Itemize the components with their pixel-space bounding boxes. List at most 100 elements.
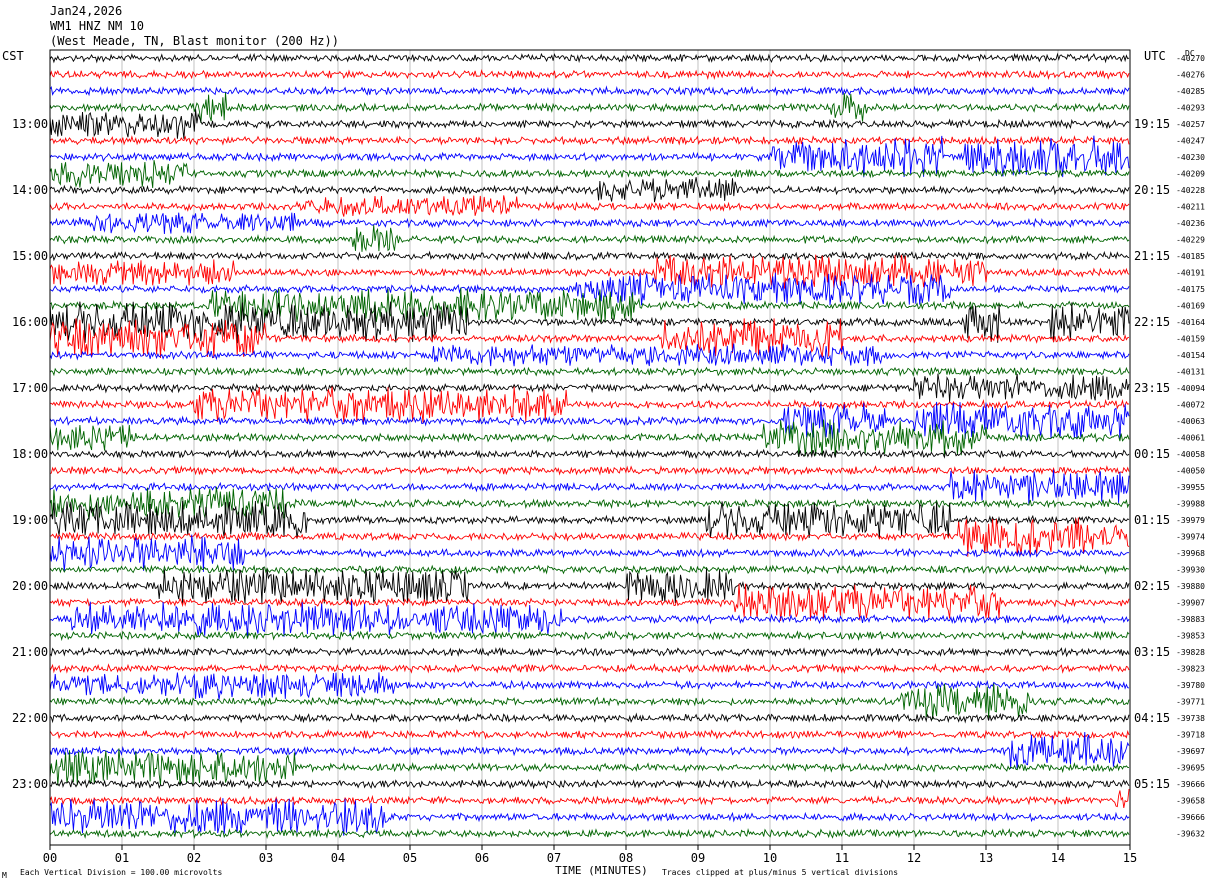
trace-line-3 xyxy=(49,92,1130,123)
footer-scale: Each Vertical Division = 100.00 microvol… xyxy=(20,868,222,877)
x-tick-label-2: 02 xyxy=(187,851,201,865)
right-hour-label-5: 00:15 xyxy=(1134,447,1170,461)
dc-offset-4: -40257 xyxy=(1176,120,1205,129)
trace-line-41 xyxy=(49,729,1130,740)
dc-offset-32: -39880 xyxy=(1176,582,1205,591)
trace-line-28 xyxy=(49,500,1130,539)
header-date: Jan24,2026 xyxy=(50,4,122,18)
trace-line-2 xyxy=(49,85,1130,97)
trace-line-15 xyxy=(49,287,1130,324)
trace-line-12 xyxy=(49,250,1130,262)
right-hour-label-10: 05:15 xyxy=(1134,777,1170,791)
dc-offset-12: -40185 xyxy=(1176,252,1205,261)
dc-offset-36: -39828 xyxy=(1176,648,1205,657)
trace-line-34 xyxy=(49,600,1130,637)
dc-offset-10: -40236 xyxy=(1176,219,1205,228)
dc-offset-39: -39771 xyxy=(1176,698,1205,707)
x-tick-label-8: 08 xyxy=(619,851,633,865)
left-hour-label-1: 14:00 xyxy=(12,183,48,197)
dc-offset-23: -40061 xyxy=(1176,434,1205,443)
trace-line-30 xyxy=(49,534,1130,572)
x-axis-title: TIME (MINUTES) xyxy=(555,864,648,877)
dc-offset-35: -39853 xyxy=(1176,632,1205,641)
dc-offset-17: -40159 xyxy=(1176,335,1205,344)
dc-offset-27: -39988 xyxy=(1176,500,1205,509)
trace-line-7 xyxy=(49,160,1130,189)
trace-line-42 xyxy=(49,731,1130,770)
dc-offset-13: -40191 xyxy=(1176,269,1205,278)
trace-line-8 xyxy=(49,177,1130,203)
trace-line-13 xyxy=(49,254,1130,289)
dc-offset-40: -39738 xyxy=(1176,714,1205,723)
right-hour-label-3: 22:15 xyxy=(1134,315,1170,329)
dc-offset-2: -40285 xyxy=(1176,87,1205,96)
trace-line-32 xyxy=(49,567,1130,605)
trace-line-26 xyxy=(49,469,1130,506)
trace-line-4 xyxy=(49,109,1130,139)
dc-offset-19: -40131 xyxy=(1176,368,1205,377)
trace-line-22 xyxy=(49,401,1130,441)
trace-line-47 xyxy=(49,828,1130,840)
dc-offset-9: -40211 xyxy=(1176,203,1205,212)
x-tick-label-4: 04 xyxy=(331,851,345,865)
plot-frame xyxy=(49,49,1131,846)
dc-offset-34: -39883 xyxy=(1176,615,1205,624)
dc-offset-22: -40063 xyxy=(1176,417,1205,426)
x-tick-label-11: 11 xyxy=(835,851,849,865)
left-hour-label-10: 23:00 xyxy=(12,777,48,791)
right-hour-label-8: 03:15 xyxy=(1134,645,1170,659)
dc-offset-38: -39780 xyxy=(1176,681,1205,690)
trace-line-21 xyxy=(50,386,1130,424)
right-hour-label-6: 01:15 xyxy=(1134,513,1170,527)
x-tick-label-13: 13 xyxy=(979,851,993,865)
left-hour-label-8: 21:00 xyxy=(12,645,48,659)
left-hour-label-5: 18:00 xyxy=(12,447,48,461)
left-hour-label-7: 20:00 xyxy=(12,579,48,593)
dc-offset-29: -39974 xyxy=(1176,533,1205,542)
dc-offset-30: -39968 xyxy=(1176,549,1205,558)
trace-line-9 xyxy=(49,195,1130,217)
trace-line-25 xyxy=(49,465,1130,476)
right-hour-label-4: 23:15 xyxy=(1134,381,1170,395)
right-hour-label-0: 19:15 xyxy=(1134,117,1170,131)
trace-line-38 xyxy=(49,672,1130,700)
footer-clip: Traces clipped at plus/minus 5 vertical … xyxy=(662,868,898,877)
trace-line-6 xyxy=(49,135,1130,178)
dc-offset-28: -39979 xyxy=(1176,516,1205,525)
dc-offset-labels: -40270 -40276 -40285 -40293 -40257 -40247 -402… xyxy=(1176,54,1205,839)
trace-line-39 xyxy=(49,683,1130,720)
dc-offset-0: -40270 xyxy=(1176,54,1205,63)
x-tick-label-14: 14 xyxy=(1051,851,1065,865)
trace-line-45 xyxy=(49,789,1130,808)
left-hour-label-3: 16:00 xyxy=(12,315,48,329)
dc-offset-11: -40229 xyxy=(1176,236,1205,245)
dc-offset-8: -40228 xyxy=(1176,186,1205,195)
right-hour-label-1: 20:15 xyxy=(1134,183,1170,197)
x-tick-label-1: 01 xyxy=(115,851,129,865)
trace-line-24 xyxy=(49,448,1130,460)
dc-offset-46: -39666 xyxy=(1176,813,1205,822)
trace-line-46 xyxy=(49,798,1130,836)
dc-offset-33: -39907 xyxy=(1176,599,1205,608)
dc-offset-41: -39718 xyxy=(1176,731,1205,740)
trace-line-43 xyxy=(49,748,1129,787)
x-tick-label-6: 06 xyxy=(475,851,489,865)
trace-line-11 xyxy=(49,224,1130,252)
right-hour-label-2: 21:15 xyxy=(1134,249,1170,263)
dc-offset-31: -39930 xyxy=(1176,566,1205,575)
x-tick-label-12: 12 xyxy=(907,851,921,865)
dc-offset-42: -39697 xyxy=(1176,747,1205,756)
header-location: (West Meade, TN, Blast monitor (200 Hz)) xyxy=(50,34,339,48)
left-hour-label-4: 17:00 xyxy=(12,381,48,395)
left-hour-labels: 13:00 14:00 15:00 16:00 17:00 18:00 19:00 20:00… xyxy=(12,117,48,791)
trace-line-35 xyxy=(49,629,1130,642)
left-hour-label-6: 19:00 xyxy=(12,513,48,527)
dc-offset-21: -40072 xyxy=(1176,401,1205,410)
footer-corner: M xyxy=(2,871,7,880)
trace-line-5 xyxy=(49,135,1130,146)
trace-line-23 xyxy=(49,419,1130,457)
trace-line-17 xyxy=(49,318,1130,359)
dc-label: DC xyxy=(1185,49,1195,58)
dc-offset-45: -39658 xyxy=(1176,797,1205,806)
